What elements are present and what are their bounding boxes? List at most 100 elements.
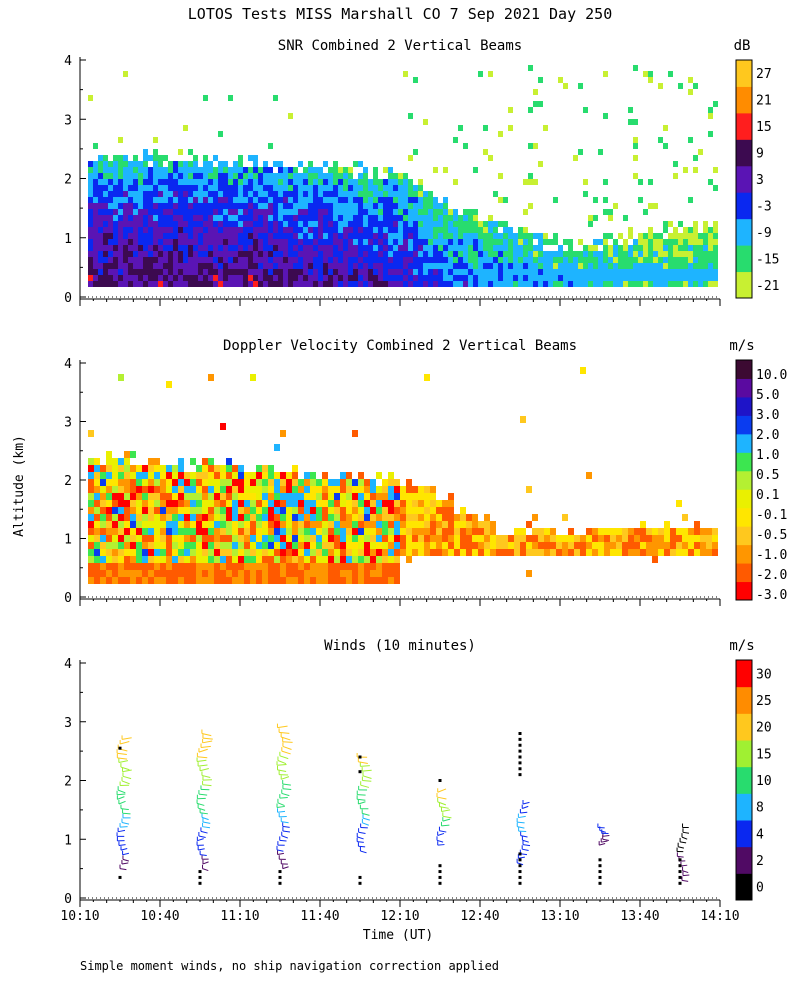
snr-cell — [603, 71, 608, 77]
velocity-cell — [184, 507, 190, 514]
velocity-cell — [562, 514, 568, 521]
velocity-cell — [682, 542, 688, 549]
velocity-cell — [424, 535, 430, 542]
snr-cell — [198, 179, 203, 185]
snr-cell — [183, 185, 188, 191]
velocity-cell — [94, 528, 100, 535]
wind-barb — [282, 783, 291, 786]
snr-cell — [218, 257, 223, 263]
snr-cell — [363, 191, 368, 197]
velocity-cell — [280, 577, 286, 584]
velocity-cell — [454, 528, 460, 535]
velocity-cell — [88, 493, 94, 500]
velocity-cell — [232, 486, 238, 493]
snr-cell — [308, 173, 313, 179]
velocity-cell — [268, 514, 274, 521]
snr-cell — [213, 251, 218, 257]
snr-cell — [398, 281, 403, 287]
velocity-cell — [298, 535, 304, 542]
velocity-cell — [394, 542, 400, 549]
snr-cell — [343, 203, 348, 209]
snr-cell — [628, 257, 633, 263]
snr-cell — [188, 191, 193, 197]
velocity-cell — [388, 577, 394, 584]
snr-cell — [553, 263, 558, 269]
snr-cell — [293, 257, 298, 263]
snr-cell — [328, 167, 333, 173]
snr-cell — [293, 209, 298, 215]
snr-cell — [323, 245, 328, 251]
velocity-cell — [184, 479, 190, 486]
snr-cell — [343, 269, 348, 275]
snr-cell — [528, 275, 533, 281]
velocity-cell — [214, 521, 220, 528]
velocity-cell — [298, 549, 304, 556]
snr-cell — [123, 203, 128, 209]
snr-cell — [303, 203, 308, 209]
snr-cell — [188, 245, 193, 251]
velocity-cell — [394, 570, 400, 577]
snr-cell — [193, 167, 198, 173]
velocity-cell — [106, 507, 112, 514]
velocity-cell — [172, 472, 178, 479]
snr-cell — [458, 125, 463, 131]
snr-cell — [298, 215, 303, 221]
snr-cell — [688, 77, 693, 83]
velocity-cell — [220, 507, 226, 514]
snr-cell — [163, 203, 168, 209]
snr-cell — [683, 245, 688, 251]
snr-cell — [243, 197, 248, 203]
velocity-cell — [352, 570, 358, 577]
snr-cell — [563, 83, 568, 89]
velocity-cell — [292, 514, 298, 521]
snr-cell — [298, 209, 303, 215]
snr-cell — [353, 185, 358, 191]
snr-cell — [193, 197, 198, 203]
snr-cell — [273, 173, 278, 179]
snr-cell — [288, 245, 293, 251]
colorbar-swatch — [736, 507, 752, 527]
velocity-cell — [670, 542, 676, 549]
snr-cell — [418, 275, 423, 281]
velocity-cell — [88, 479, 94, 486]
velocity-cell — [160, 507, 166, 514]
snr-cell — [218, 275, 223, 281]
velocity-cell — [112, 535, 118, 542]
velocity-cell — [346, 556, 352, 563]
snr-cell — [208, 209, 213, 215]
velocity-cell — [178, 500, 184, 507]
snr-cell — [243, 275, 248, 281]
wind-barb — [682, 870, 689, 874]
snr-cell — [338, 167, 343, 173]
snr-cell — [93, 209, 98, 215]
snr-cell — [178, 251, 183, 257]
snr-cell — [408, 191, 413, 197]
snr-cell — [328, 239, 333, 245]
velocity-cell — [100, 563, 106, 570]
snr-cell — [158, 233, 163, 239]
velocity-cell — [442, 521, 448, 528]
snr-cell — [158, 179, 163, 185]
snr-cell — [368, 245, 373, 251]
snr-cell — [138, 257, 143, 263]
colorbar-tick-label: -15 — [756, 252, 779, 267]
velocity-cell — [268, 549, 274, 556]
snr-cell — [528, 65, 533, 71]
colorbar-tick-label: 15 — [756, 747, 772, 762]
snr-cell — [278, 245, 283, 251]
snr-cell — [403, 233, 408, 239]
velocity-cell — [220, 535, 226, 542]
velocity-cell — [436, 542, 442, 549]
colorbar-tick-label: -21 — [756, 279, 779, 294]
snr-cell — [88, 203, 93, 209]
velocity-cell — [406, 535, 412, 542]
velocity-cell — [352, 535, 358, 542]
velocity-cell — [118, 479, 124, 486]
snr-cell — [248, 233, 253, 239]
snr-cell — [198, 233, 203, 239]
velocity-cell — [292, 556, 298, 563]
snr-cell — [613, 257, 618, 263]
snr-cell — [503, 221, 508, 227]
snr-cell — [303, 269, 308, 275]
velocity-cell — [598, 542, 604, 549]
